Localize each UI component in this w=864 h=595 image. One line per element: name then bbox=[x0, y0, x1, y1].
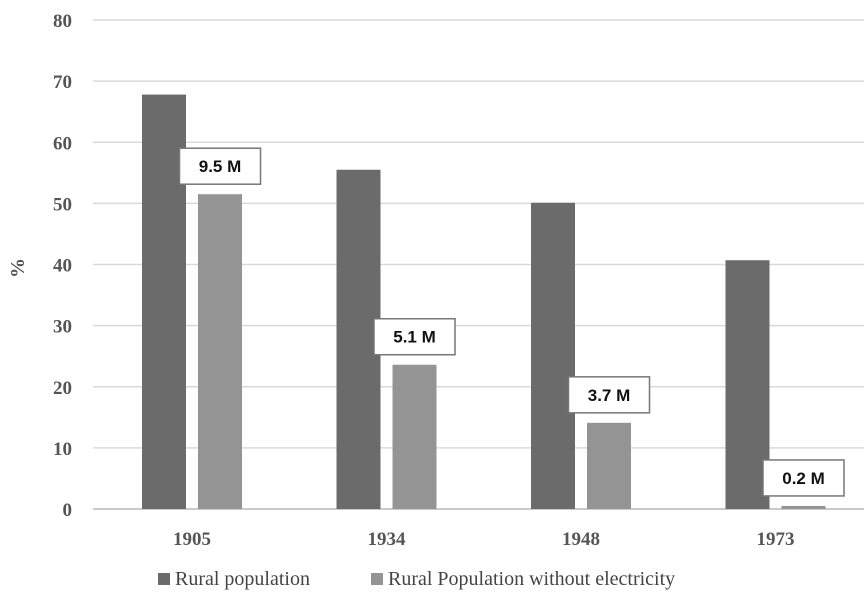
y-tick-label: 0 bbox=[63, 500, 73, 521]
y-tick-label: 60 bbox=[53, 133, 72, 154]
bar-rural-without-electricity bbox=[587, 422, 631, 509]
bar-rural-without-electricity bbox=[392, 364, 437, 509]
annotation-callout: 3.7 M bbox=[567, 376, 651, 414]
y-tick-label: 80 bbox=[53, 11, 72, 32]
bar-rural-without-electricity bbox=[781, 505, 826, 509]
legend: Rural population Rural Population withou… bbox=[158, 568, 675, 590]
x-tick-label: 1948 bbox=[562, 529, 600, 550]
annotations: 9.5 M 5.1 M 3.7 M 0.2 M bbox=[178, 147, 845, 497]
x-axis-ticks: 1905 1934 1948 1973 bbox=[173, 529, 795, 550]
annotation-box bbox=[178, 147, 262, 185]
y-axis-ticks: 0 10 20 30 40 50 60 70 80 bbox=[53, 11, 72, 521]
annotation-box bbox=[762, 459, 845, 497]
bar-rural-population bbox=[725, 260, 770, 509]
bars bbox=[142, 94, 826, 510]
annotation-label: 9.5 M bbox=[199, 157, 242, 176]
y-tick-label: 70 bbox=[53, 72, 72, 93]
annotation-label: 5.1 M bbox=[393, 328, 436, 347]
y-axis-label: % bbox=[7, 258, 29, 278]
y-tick-label: 50 bbox=[53, 194, 72, 215]
y-tick-label: 40 bbox=[53, 256, 72, 277]
bar-rural-population bbox=[531, 202, 575, 510]
y-tick-label: 30 bbox=[53, 317, 72, 338]
legend-swatch-rural-without-electricity bbox=[371, 573, 383, 585]
legend-label-rural-without-electricity: Rural Population without electricity bbox=[388, 568, 675, 590]
annotation-callout: 5.1 M bbox=[373, 317, 456, 356]
annotation-box bbox=[373, 317, 456, 356]
y-tick-label: 10 bbox=[53, 439, 72, 460]
annotation-box bbox=[567, 376, 651, 414]
annotation-label: 3.7 M bbox=[588, 386, 631, 405]
x-tick-label: 1934 bbox=[368, 529, 407, 550]
annotation-label: 0.2 M bbox=[782, 469, 825, 488]
legend-swatch-rural-population bbox=[158, 573, 170, 585]
bar-rural-without-electricity bbox=[198, 194, 242, 510]
x-tick-label: 1973 bbox=[757, 529, 795, 550]
annotation-callout: 9.5 M bbox=[178, 147, 262, 185]
x-tick-label: 1905 bbox=[173, 529, 211, 550]
bar-rural-population bbox=[336, 169, 381, 509]
y-tick-label: 20 bbox=[53, 378, 72, 399]
legend-label-rural-population: Rural population bbox=[175, 568, 310, 590]
bar-rural-population bbox=[142, 94, 186, 509]
annotation-callout: 0.2 M bbox=[762, 459, 845, 497]
